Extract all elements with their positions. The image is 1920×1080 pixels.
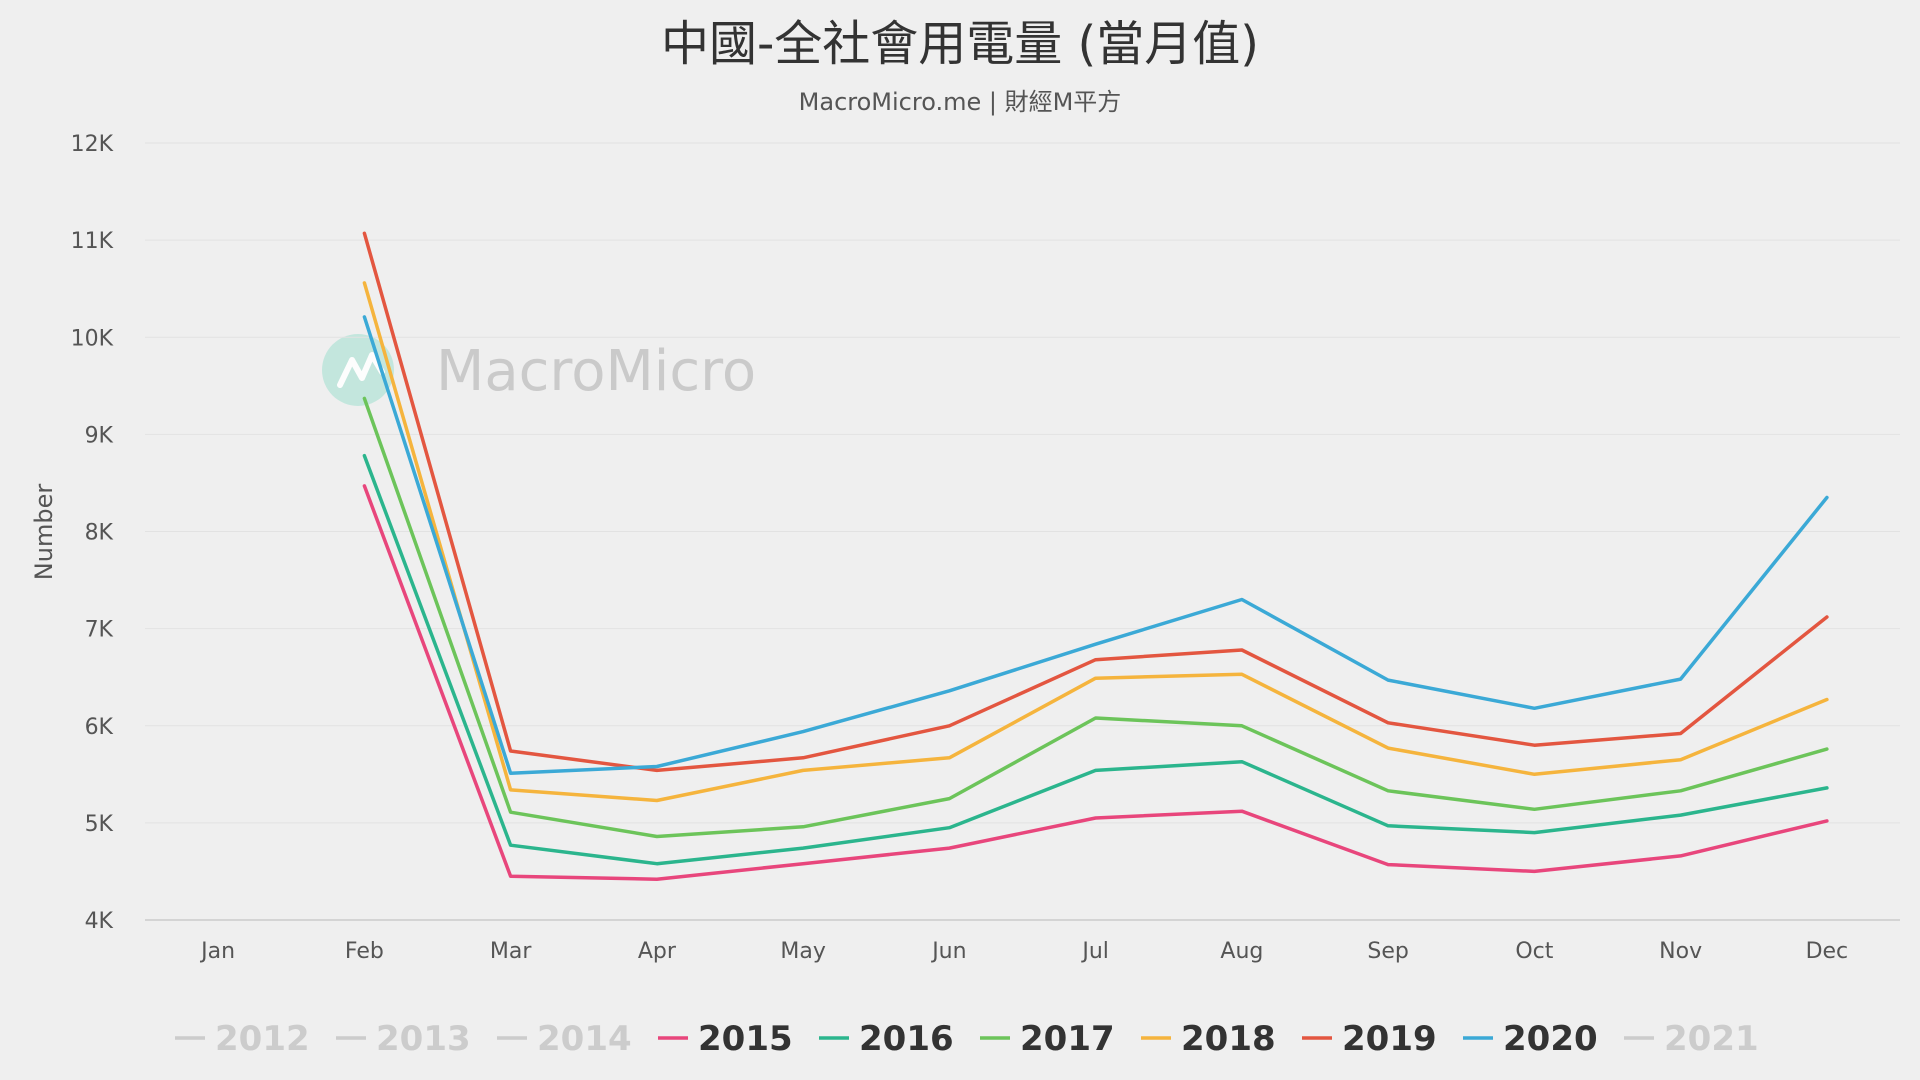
chart-subtitle: MacroMicro.me | 財經M平方	[799, 88, 1122, 116]
legend-item-2015[interactable]: 2015	[658, 1019, 793, 1059]
series-line-2017[interactable]	[362, 396, 1829, 839]
y-tick-label: 6K	[85, 715, 114, 740]
legend-label: 2014	[537, 1019, 632, 1059]
legend-label: 2017	[1020, 1019, 1115, 1059]
x-tick-label: Jan	[199, 939, 235, 964]
series-line-2018[interactable]	[362, 281, 1829, 803]
chart-title: 中國-全社會用電量 (當月值)	[661, 16, 1259, 72]
legend-item-2013[interactable]: 2013	[336, 1019, 471, 1059]
x-tick-label: Feb	[345, 939, 384, 964]
legend-label: 2013	[376, 1019, 471, 1059]
y-axis-label: Number	[30, 484, 58, 581]
legend-label: 2015	[698, 1019, 793, 1059]
series-line-2015[interactable]	[362, 484, 1829, 881]
y-tick-label: 4K	[85, 909, 114, 934]
x-tick-label: Jul	[1080, 939, 1109, 964]
legend-label: 2021	[1664, 1019, 1759, 1059]
x-axis-ticks: Jan Feb Mar Apr May Jun Jul Aug Sep Oct Nov Dec	[199, 939, 1848, 964]
legend-item-2012[interactable]: 2012	[175, 1019, 310, 1059]
y-tick-label: 10K	[71, 326, 114, 351]
y-tick-label: 5K	[85, 812, 114, 837]
x-tick-label: Oct	[1515, 939, 1553, 964]
grid-layer	[145, 142, 1900, 921]
watermark: MacroMicro	[322, 334, 756, 406]
legend-item-2020[interactable]: 2020	[1463, 1019, 1598, 1059]
y-tick-label: 12K	[71, 132, 114, 157]
legend-item-2016[interactable]: 2016	[819, 1019, 954, 1059]
watermark-text: MacroMicro	[436, 339, 756, 404]
series-line-2016[interactable]	[362, 453, 1829, 866]
legend-label: 2018	[1181, 1019, 1276, 1059]
y-tick-label: 9K	[85, 423, 114, 448]
legend-item-2019[interactable]: 2019	[1302, 1019, 1437, 1059]
y-tick-label: 11K	[71, 229, 114, 254]
legend-label: 2016	[859, 1019, 954, 1059]
x-tick-label: Jun	[930, 939, 966, 964]
x-tick-label: Aug	[1220, 939, 1263, 964]
x-tick-label: Mar	[490, 939, 532, 964]
y-axis-ticks: 4K 5K 6K 7K 8K 9K 10K 11K 12K	[71, 132, 114, 934]
legend-label: 2012	[215, 1019, 310, 1059]
x-tick-label: Dec	[1806, 939, 1849, 964]
watermark-logo-mark-icon	[337, 352, 385, 388]
series-layer	[362, 231, 1829, 881]
series-line-2019[interactable]	[362, 231, 1829, 773]
x-tick-label: Sep	[1367, 939, 1408, 964]
series-line-2020[interactable]	[362, 315, 1829, 776]
legend-label: 2019	[1342, 1019, 1437, 1059]
legend-item-2018[interactable]: 2018	[1141, 1019, 1276, 1059]
legend-item-2017[interactable]: 2017	[980, 1019, 1115, 1059]
legend-label: 2020	[1503, 1019, 1598, 1059]
x-tick-label: Nov	[1659, 939, 1702, 964]
legend-item-2014[interactable]: 2014	[497, 1019, 632, 1059]
legend-item-2021[interactable]: 2021	[1624, 1019, 1759, 1059]
y-tick-label: 7K	[85, 618, 114, 643]
legend: 2012 2013 2014 2015 2016 2017 2018 2019 2020 2021	[175, 1019, 1759, 1059]
x-tick-label: Apr	[638, 939, 677, 964]
y-tick-label: 8K	[85, 521, 114, 546]
x-tick-label: May	[780, 939, 825, 964]
